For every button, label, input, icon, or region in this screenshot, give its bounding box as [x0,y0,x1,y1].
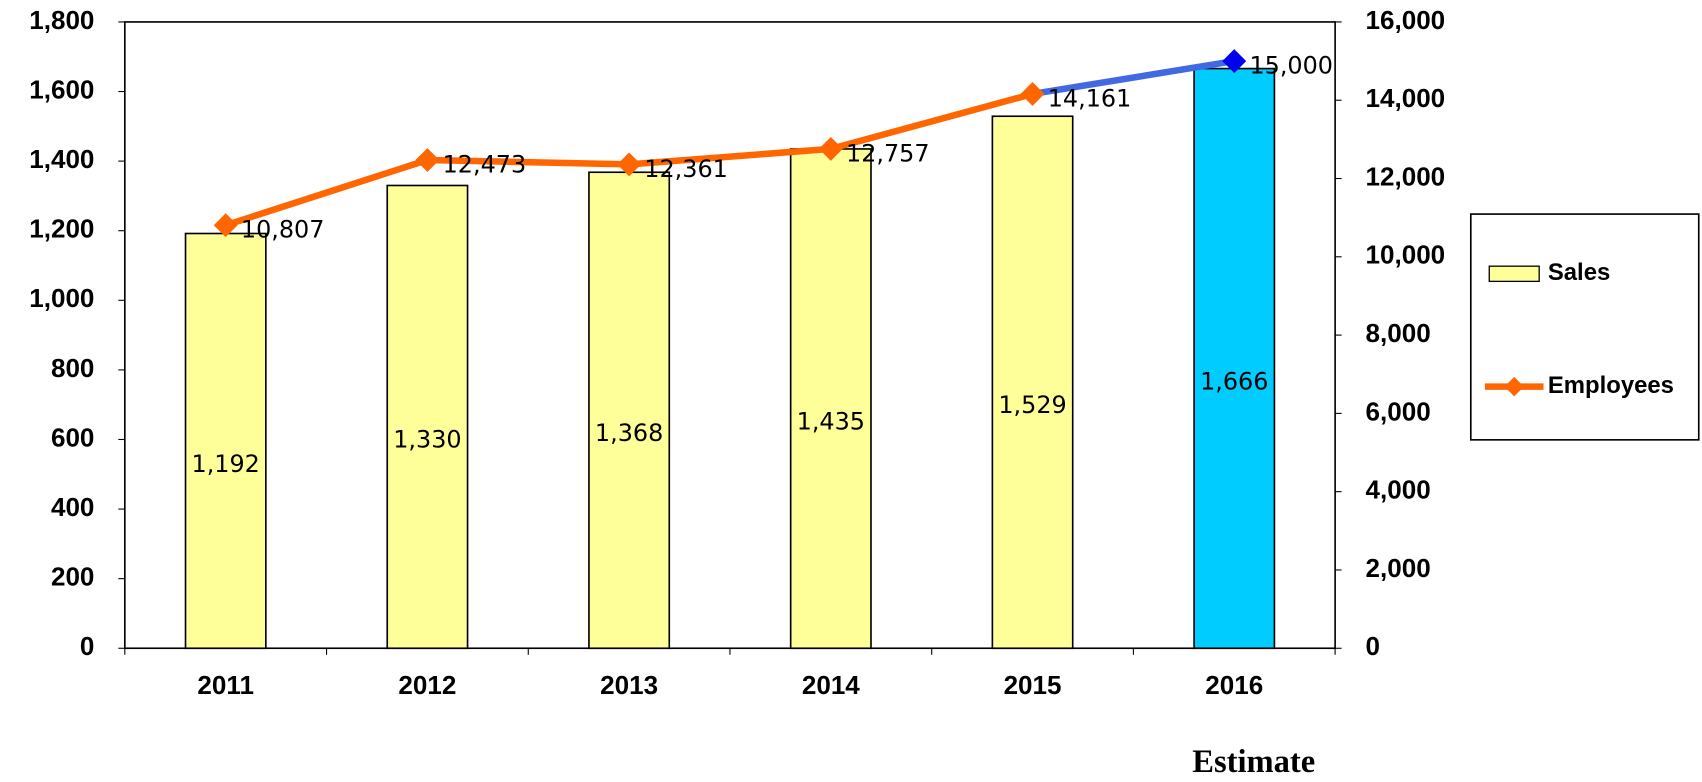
line-value-label: 12,473 [443,150,527,178]
y-tick-label: 1,000 [29,283,94,313]
y-tick-label: 1,800 [29,5,94,35]
bar [184,232,267,650]
y2-tick-label: 4,000 [1366,475,1431,505]
y2-tick-label: 10,000 [1366,240,1446,270]
x-tick-label: 2016 [1205,670,1263,700]
bar [991,115,1074,650]
bar-value-label: 1,192 [192,450,260,478]
bar-value-label: 1,529 [998,391,1066,419]
x-tick-label: 2012 [398,670,456,700]
line-value-label: 14,161 [1048,84,1132,112]
marker [617,152,642,177]
x-tick-label: 2011 [197,670,254,700]
bar-value-label: 1,330 [393,426,461,454]
legend-box [1469,213,1700,441]
y2-tick-label: 14,000 [1366,83,1446,113]
bar-value-label: 1,435 [797,407,865,435]
line-value-label: 15,000 [1249,52,1333,80]
y-tick-label: 600 [51,422,94,452]
plot-frame [124,21,1336,650]
y2-tick-label: 2,000 [1366,553,1431,583]
y-tick-label: 200 [51,562,94,592]
y-tick-label: 1,400 [29,144,94,174]
marker [1020,81,1045,106]
marker [415,148,440,172]
y2-tick-label: 8,000 [1366,318,1431,348]
bar [1193,67,1276,650]
y-tick-label: 0 [80,631,95,661]
y-tick-label: 800 [51,353,94,383]
y-tick-label: 1,600 [29,74,94,104]
legend-swatch [1488,265,1540,283]
y-tick-label: 400 [51,492,94,522]
annotation: Estimate [1192,744,1315,780]
bar [588,171,671,650]
x-tick-label: 2013 [600,670,658,700]
bar-value-label: 1,368 [595,419,663,447]
y-tick-label: 1,200 [29,214,94,244]
bar [386,184,469,650]
line-value-label: 10,807 [241,216,325,244]
bar-value-label: 1,666 [1200,367,1268,395]
line [1032,57,1235,98]
legend-label: Employees [1548,372,1674,399]
legend-label: Sales [1548,259,1610,286]
x-tick-label: 2014 [802,670,860,700]
y2-tick-label: 6,000 [1366,396,1431,426]
x-tick-label: 2015 [1004,670,1062,700]
line-value-label: 12,757 [846,139,930,167]
bar [789,148,872,650]
legend-marker [1504,376,1524,397]
y2-tick-label: 12,000 [1366,161,1446,191]
y2-tick-label: 16,000 [1366,5,1446,35]
y2-tick-label: 0 [1366,631,1381,661]
line-value-label: 12,361 [644,155,728,183]
